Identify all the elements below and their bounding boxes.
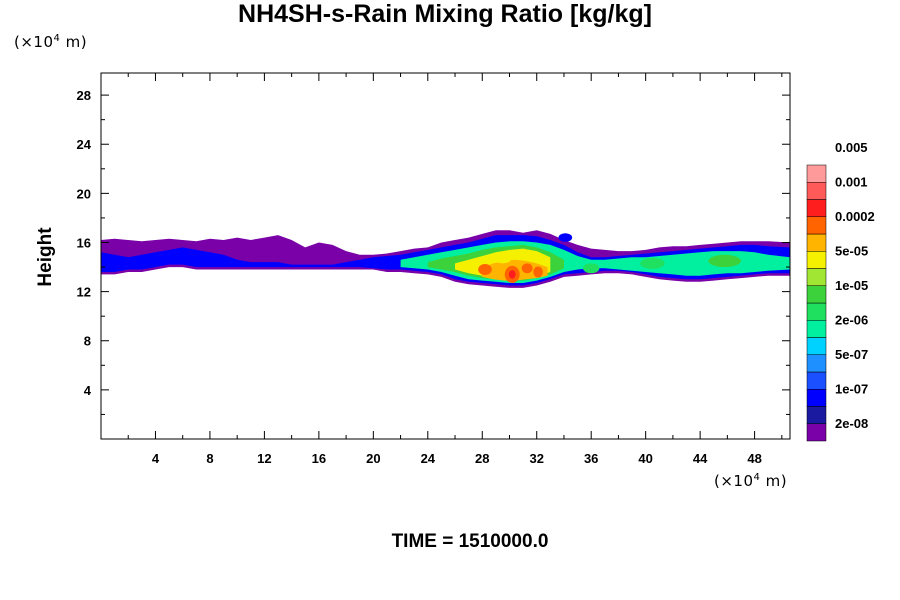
x-tick-label-2: 12 (257, 451, 271, 466)
time-label: TIME = 1510000.0 (391, 531, 549, 552)
field-blob-3 (521, 263, 533, 274)
colorbar-swatch-15 (806, 164, 827, 183)
colorbar-label-7: 0.001 (835, 174, 868, 189)
colorbar-swatch-12 (806, 216, 827, 235)
colorbar-swatch-7 (806, 302, 827, 321)
field-blob-8 (708, 254, 741, 268)
y-tick-label-2: 12 (77, 285, 91, 300)
x-tick-label-8: 36 (584, 451, 598, 466)
field-blob-0 (478, 263, 492, 276)
field-blob-9 (583, 263, 600, 274)
colorbar-swatch-4 (806, 354, 827, 373)
colorbar-label-2: 5e-07 (835, 347, 868, 362)
y-axis-unit: (×104 m) (14, 33, 87, 51)
field-blob-4 (533, 266, 543, 278)
x-unit-suffix: m) (760, 472, 788, 490)
x-tick-label-3: 16 (312, 451, 326, 466)
colorbar-label-0: 2e-08 (835, 416, 868, 431)
y-tick-label-1: 8 (84, 334, 91, 349)
mixing-ratio-field (101, 230, 790, 288)
x-unit-exponent: 4 (753, 472, 761, 483)
x-axis-unit: (×104 m) (714, 472, 787, 490)
colorbar-swatch-11 (806, 233, 827, 252)
y-tick-label-4: 20 (77, 186, 91, 201)
y-tick-label-0: 4 (84, 383, 92, 398)
y-tick-label-3: 16 (77, 235, 91, 250)
colorbar-swatch-14 (806, 182, 827, 200)
x-tick-label-9: 40 (638, 451, 652, 466)
y-unit-prefix: (×10 (14, 33, 54, 51)
colorbar-label-1: 1e-07 (835, 381, 868, 396)
y-tick-label-6: 28 (77, 88, 91, 103)
field-blob-6 (558, 233, 573, 242)
x-tick-label-4: 20 (366, 451, 380, 466)
x-tick-label-0: 4 (152, 451, 160, 466)
colorbar-swatch-3 (806, 371, 827, 390)
colorbar-label-3: 2e-06 (835, 312, 868, 327)
x-unit-prefix: (×10 (714, 472, 754, 490)
colorbar: 2e-08 1e-07 5e-07 2e-06 1e-05 5e-05 0.0002 0.00… (806, 140, 875, 442)
x-tick-label-11: 48 (747, 451, 761, 466)
y-tick-label-5: 24 (77, 137, 92, 152)
colorbar-swatch-8 (806, 285, 827, 304)
colorbar-swatch-9 (806, 268, 827, 286)
colorbar-label-6: 0.0002 (835, 209, 875, 224)
colorbar-swatch-0 (806, 423, 827, 442)
x-tick-label-6: 28 (475, 451, 489, 466)
x-tick-label-5: 24 (421, 451, 436, 466)
x-tick-label-1: 8 (206, 451, 213, 466)
colorbar-swatch-10 (806, 251, 827, 269)
field-blob-5 (494, 256, 511, 264)
field-blob-2 (508, 270, 516, 279)
colorbar-label-4: 1e-05 (835, 278, 868, 293)
x-tick-label-10: 44 (693, 451, 708, 466)
colorbar-label-8: 0.005 (835, 140, 868, 155)
y-unit-exponent: 4 (53, 33, 61, 44)
chart-title: NH4SH-s-Rain Mixing Ratio [kg/kg] (238, 0, 652, 28)
colorbar-swatch-2 (806, 389, 827, 407)
field-blob-7 (640, 257, 665, 269)
x-tick-label-7: 32 (529, 451, 543, 466)
colorbar-swatch-13 (806, 199, 827, 217)
colorbar-label-5: 5e-05 (835, 243, 868, 258)
colorbar-swatch-5 (806, 337, 827, 355)
y-unit-suffix: m) (60, 33, 88, 51)
colorbar-swatch-6 (806, 320, 827, 338)
colorbar-swatch-1 (806, 406, 827, 424)
plot-frame (100, 72, 791, 440)
